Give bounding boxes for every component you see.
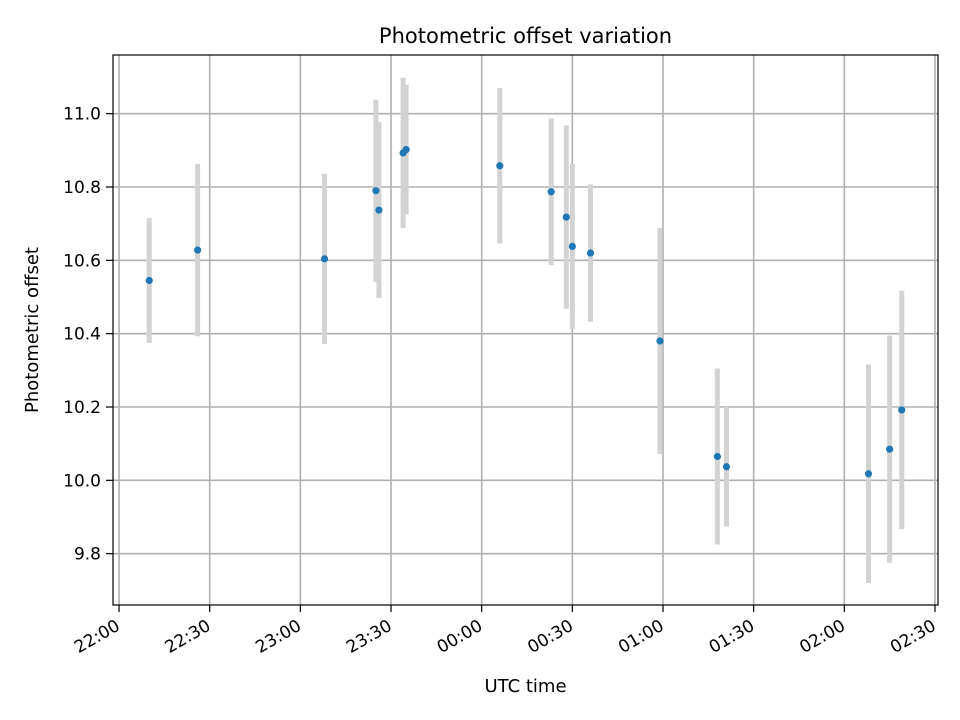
chart-title: Photometric offset variation	[379, 24, 672, 48]
data-point	[898, 406, 906, 414]
y-tick-label: 10.6	[63, 251, 101, 271]
x-tick-label: 00:30	[524, 616, 576, 658]
y-tick-label: 10.2	[63, 398, 101, 418]
x-tick-label: 22:30	[162, 616, 214, 658]
y-tick-label: 9.8	[74, 545, 101, 565]
plot-frame	[112, 54, 939, 606]
data-point	[320, 255, 329, 263]
y-tick-label: 11.0	[63, 105, 101, 125]
data-point	[145, 276, 153, 285]
data-point	[886, 445, 894, 453]
data-point	[864, 470, 873, 478]
data-point	[713, 452, 721, 461]
x-tick-label: 00:00	[434, 616, 486, 658]
x-tick-label: 23:00	[252, 616, 304, 658]
y-axis-label: Photometric offset	[22, 247, 43, 413]
data-point	[375, 206, 383, 214]
grid-layer	[113, 55, 938, 605]
x-tick-label: 01:00	[615, 616, 667, 658]
x-tick-label: 02:30	[887, 616, 939, 658]
x-tick-label: 22:00	[71, 616, 123, 658]
x-tick-label: 23:30	[343, 616, 395, 658]
data-point	[402, 146, 410, 154]
data-point	[586, 249, 595, 257]
x-tick-label: 02:00	[796, 616, 848, 658]
data-point	[547, 188, 555, 196]
data-point	[568, 242, 576, 250]
data-point	[372, 187, 380, 195]
data-point	[496, 162, 504, 170]
errorbar-layer	[146, 77, 905, 583]
data-point	[194, 246, 202, 254]
data-point	[656, 337, 664, 345]
data-point	[562, 213, 570, 221]
y-tick-label: 10.8	[63, 178, 101, 198]
y-tick-label: 10.0	[63, 471, 101, 491]
y-tick-label: 10.4	[63, 325, 101, 345]
marker-layer	[145, 146, 906, 478]
x-tick-label: 01:30	[706, 616, 758, 658]
x-axis-label: UTC time	[484, 676, 566, 697]
data-point	[722, 463, 731, 471]
